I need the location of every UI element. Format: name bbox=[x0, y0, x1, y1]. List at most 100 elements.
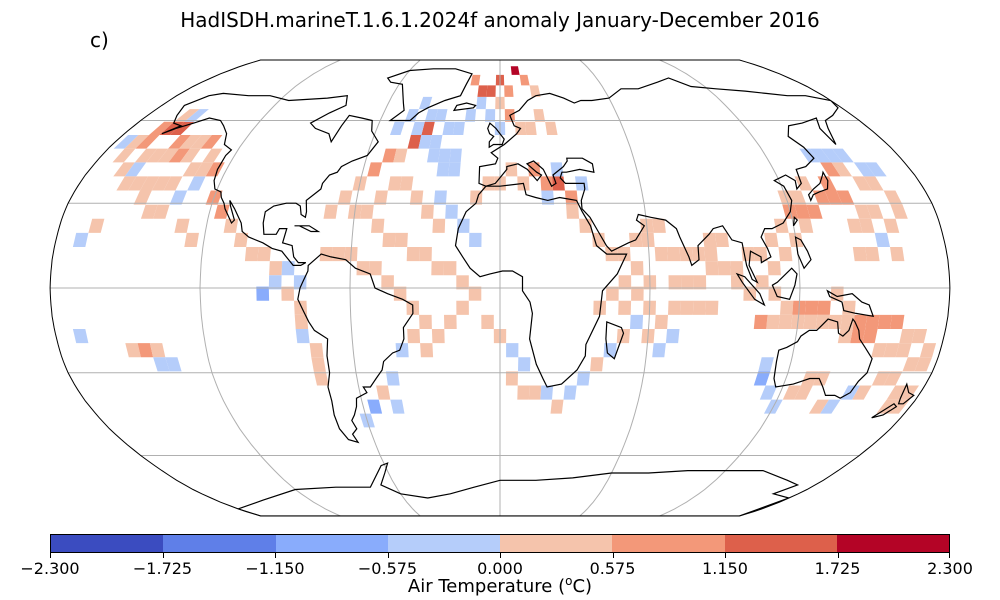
anomaly-cell bbox=[883, 218, 900, 233]
anomaly-cell bbox=[424, 109, 438, 122]
colorbar-tick bbox=[949, 553, 950, 558]
anomaly-cell bbox=[564, 190, 579, 205]
colorbar-segment bbox=[500, 535, 613, 552]
anomaly-cell bbox=[654, 247, 668, 262]
anomaly-cell bbox=[174, 109, 200, 122]
colorbar-tick bbox=[837, 553, 839, 558]
anomaly-cell bbox=[470, 74, 481, 86]
anomaly-cell bbox=[429, 135, 443, 149]
anomaly-cell bbox=[432, 218, 446, 233]
anomaly-cell bbox=[702, 232, 717, 247]
anomaly-cell bbox=[436, 162, 450, 177]
anomaly-cell bbox=[88, 218, 105, 233]
anomaly-cell bbox=[163, 176, 183, 191]
anomaly-cell bbox=[782, 385, 801, 400]
anomaly-cell bbox=[431, 329, 445, 344]
anomaly-cell bbox=[533, 109, 546, 122]
anomaly-cell bbox=[442, 121, 455, 135]
anomaly-cell bbox=[399, 176, 414, 191]
anomaly-cell bbox=[309, 343, 324, 358]
coastline bbox=[294, 225, 321, 233]
anomaly-cell bbox=[895, 343, 912, 358]
coastline bbox=[794, 236, 812, 270]
coastline bbox=[161, 92, 379, 266]
anomaly-cell bbox=[468, 286, 482, 301]
anomaly-cell bbox=[135, 135, 160, 149]
anomaly-cell bbox=[652, 343, 666, 358]
anomaly-cell bbox=[871, 371, 891, 386]
anomaly-cell bbox=[803, 314, 818, 329]
anomaly-cell bbox=[268, 275, 282, 290]
anomaly-cell bbox=[418, 135, 432, 149]
anomaly-cell bbox=[510, 66, 520, 75]
anomaly-cell bbox=[865, 314, 880, 329]
anomaly-cell bbox=[899, 329, 915, 344]
anomaly-cell bbox=[395, 343, 409, 358]
coastline bbox=[452, 102, 477, 112]
anomaly-cell bbox=[812, 190, 831, 205]
anomaly-cell bbox=[883, 343, 900, 358]
colorbar-tick-label: −2.300 bbox=[20, 559, 80, 578]
anomaly-cell bbox=[385, 371, 400, 386]
anomaly-cell bbox=[168, 135, 191, 149]
colorbar-segment bbox=[163, 535, 276, 552]
anomaly-cell bbox=[817, 176, 837, 191]
anomaly-cell bbox=[371, 218, 385, 233]
anomaly-cell bbox=[831, 162, 853, 177]
anomaly-cell bbox=[766, 314, 780, 329]
anomaly-cell bbox=[654, 314, 668, 329]
anomaly-cell bbox=[456, 300, 469, 315]
anomaly-cell bbox=[794, 204, 811, 219]
anomaly-cell bbox=[485, 109, 496, 122]
anomaly-cell bbox=[852, 247, 868, 262]
anomaly-cell bbox=[360, 204, 374, 219]
anomaly-cell bbox=[72, 232, 89, 247]
anomaly-cell bbox=[541, 190, 555, 205]
anomaly-cell bbox=[618, 300, 632, 315]
anomaly-cell bbox=[179, 135, 202, 149]
anomaly-cell bbox=[862, 329, 878, 344]
anomaly-cell bbox=[529, 85, 541, 97]
anomaly-cell bbox=[477, 85, 488, 97]
anomaly-cell bbox=[456, 275, 469, 290]
anomaly-cell bbox=[367, 399, 383, 414]
coastline bbox=[236, 462, 800, 516]
anomaly-cell bbox=[214, 204, 230, 219]
colorbar-segment bbox=[612, 535, 725, 552]
anomaly-cell bbox=[820, 399, 841, 414]
anomaly-cell bbox=[404, 109, 419, 122]
anomaly-cell bbox=[667, 247, 681, 262]
anomaly-cell bbox=[705, 261, 719, 276]
anomaly-cell bbox=[174, 218, 190, 233]
anomaly-cell bbox=[798, 218, 814, 233]
anomaly-cell bbox=[540, 385, 554, 400]
anomaly-cell bbox=[824, 190, 843, 205]
anomaly-cell bbox=[865, 162, 887, 177]
anomaly-cell bbox=[680, 300, 694, 315]
anomaly-cell bbox=[486, 85, 496, 97]
anomaly-cell bbox=[481, 314, 494, 329]
colorbar-tick bbox=[387, 553, 389, 558]
anomaly-cell bbox=[519, 74, 530, 86]
anomaly-cell bbox=[768, 286, 782, 301]
colorbar-label-prefix: Air Temperature ( bbox=[407, 576, 566, 597]
anomaly-cell bbox=[382, 148, 397, 163]
anomaly-cell bbox=[850, 329, 866, 344]
anomaly-cell bbox=[420, 204, 434, 219]
anomaly-cell bbox=[140, 176, 160, 191]
anomaly-cell bbox=[464, 109, 477, 122]
anomaly-cell bbox=[876, 399, 899, 414]
anomaly-cell bbox=[692, 300, 706, 315]
anomaly-cell bbox=[883, 371, 903, 386]
anomaly-cell bbox=[407, 135, 422, 149]
coastline bbox=[297, 253, 414, 444]
coastline bbox=[454, 182, 628, 388]
anomaly-cell bbox=[294, 314, 309, 329]
colorbar-tick bbox=[725, 553, 726, 558]
anomaly-cell bbox=[773, 218, 789, 233]
anomaly-cell bbox=[420, 343, 434, 358]
anomaly-cell bbox=[616, 329, 630, 344]
anomaly-cell bbox=[859, 218, 875, 233]
anomaly-cell bbox=[449, 148, 462, 163]
anomaly-cell bbox=[540, 176, 554, 191]
